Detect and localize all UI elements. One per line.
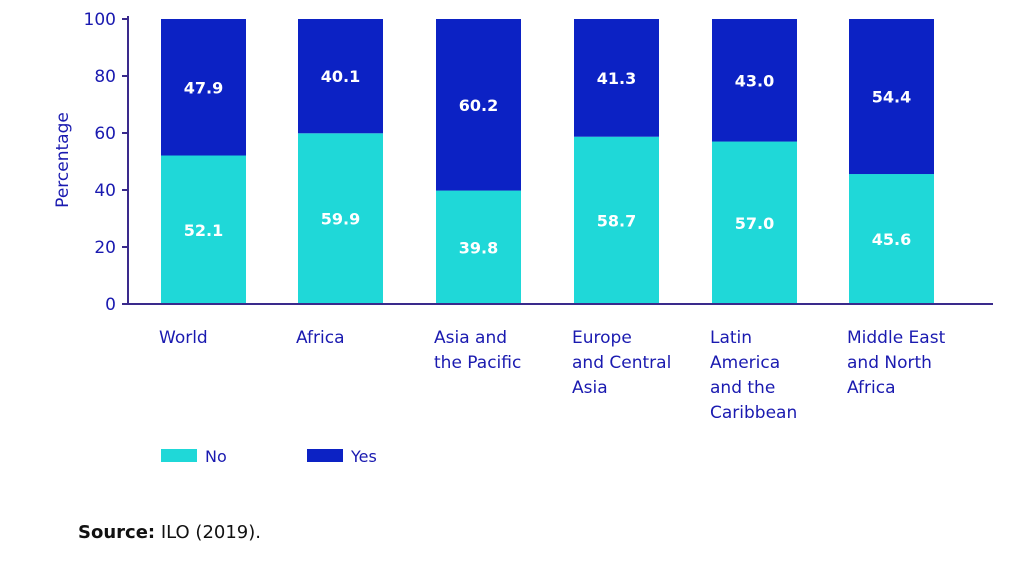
legend-swatch-no (161, 449, 197, 462)
x-category-label-line: Middle East (847, 328, 946, 348)
data-label-yes-2: 60.2 (459, 96, 498, 115)
data-label-yes-1: 40.1 (321, 67, 360, 86)
x-category-label-line: World (159, 328, 208, 348)
data-label-no-5: 45.6 (872, 230, 911, 249)
x-category-label-line: Europe (572, 328, 632, 348)
y-tick-label: 100 (84, 10, 116, 30)
data-label-no-2: 39.8 (459, 238, 498, 257)
data-label-no-4: 57.0 (735, 214, 774, 233)
source-prefix: Source: (78, 522, 156, 543)
legend: No Yes (161, 447, 377, 466)
bar-no-0 (161, 155, 246, 304)
bar-yes-3 (574, 19, 659, 137)
y-tick-label: 40 (94, 181, 116, 201)
source-text: ILO (2019). (155, 522, 261, 543)
data-label-no-0: 52.1 (184, 221, 223, 240)
source-note: Source: ILO (2019). (78, 522, 261, 543)
x-category-label-line: Caribbean (710, 403, 797, 423)
bar-yes-0 (161, 19, 246, 156)
x-category-label: World (159, 328, 208, 348)
data-label-yes-3: 41.3 (597, 69, 636, 88)
bar-no-5 (849, 174, 934, 304)
data-label-no-3: 58.7 (597, 211, 636, 230)
bar-no-2 (436, 190, 521, 304)
bar-no-3 (574, 136, 659, 304)
x-category-label-line: Asia (572, 378, 608, 398)
y-tick-label: 60 (94, 124, 116, 144)
bar-yes-1 (298, 19, 383, 134)
x-category-label: Asia and the Pacific (434, 328, 521, 373)
legend-swatch-yes (307, 449, 343, 462)
x-category-label-line: Africa (847, 378, 896, 398)
x-category-label-line: America (710, 353, 780, 373)
x-category-label: Middle East and North Africa (847, 328, 946, 398)
y-tick-label: 20 (94, 238, 116, 258)
bar-yes-4 (712, 19, 797, 142)
data-label-yes-5: 54.4 (872, 88, 911, 107)
bar-no-4 (712, 141, 797, 304)
bars-group: 52.1 47.9 59.9 40.1 39.8 60.2 58.7 41.3 57.0 43.0… (161, 19, 934, 304)
x-category-label: Europe and Central Asia (572, 328, 671, 398)
legend-label-yes: Yes (350, 447, 377, 466)
x-axis-labels: World Africa Asia and the Pacific Europe and … (159, 328, 946, 423)
x-category-label-line: and Central (572, 353, 671, 373)
bar-yes-2 (436, 19, 521, 191)
stacked-bar-chart: Percentage 52.1 47.9 59.9 40.1 39.8 60.2 58.7 4… (53, 10, 993, 466)
x-category-label-line: Africa (296, 328, 345, 348)
data-label-no-1: 59.9 (321, 210, 360, 229)
bar-no-1 (298, 133, 383, 304)
y-axis-title: Percentage (53, 112, 73, 208)
y-tick-label: 0 (105, 295, 116, 315)
data-label-yes-4: 43.0 (735, 71, 774, 90)
x-category-label: Africa (296, 328, 345, 348)
data-label-yes-0: 47.9 (184, 78, 223, 97)
x-category-label-line: the Pacific (434, 353, 521, 373)
x-category-label-line: Latin (710, 328, 752, 348)
x-category-label-line: and the (710, 378, 775, 398)
y-axis: 0 20 40 60 80 100 (84, 10, 993, 315)
x-category-label: Latin America and the Caribbean (710, 328, 797, 423)
legend-label-no: No (205, 447, 227, 466)
bar-yes-5 (849, 19, 934, 175)
y-tick-label: 80 (94, 67, 116, 87)
x-category-label-line: Asia and (434, 328, 507, 348)
x-category-label-line: and North (847, 353, 932, 373)
